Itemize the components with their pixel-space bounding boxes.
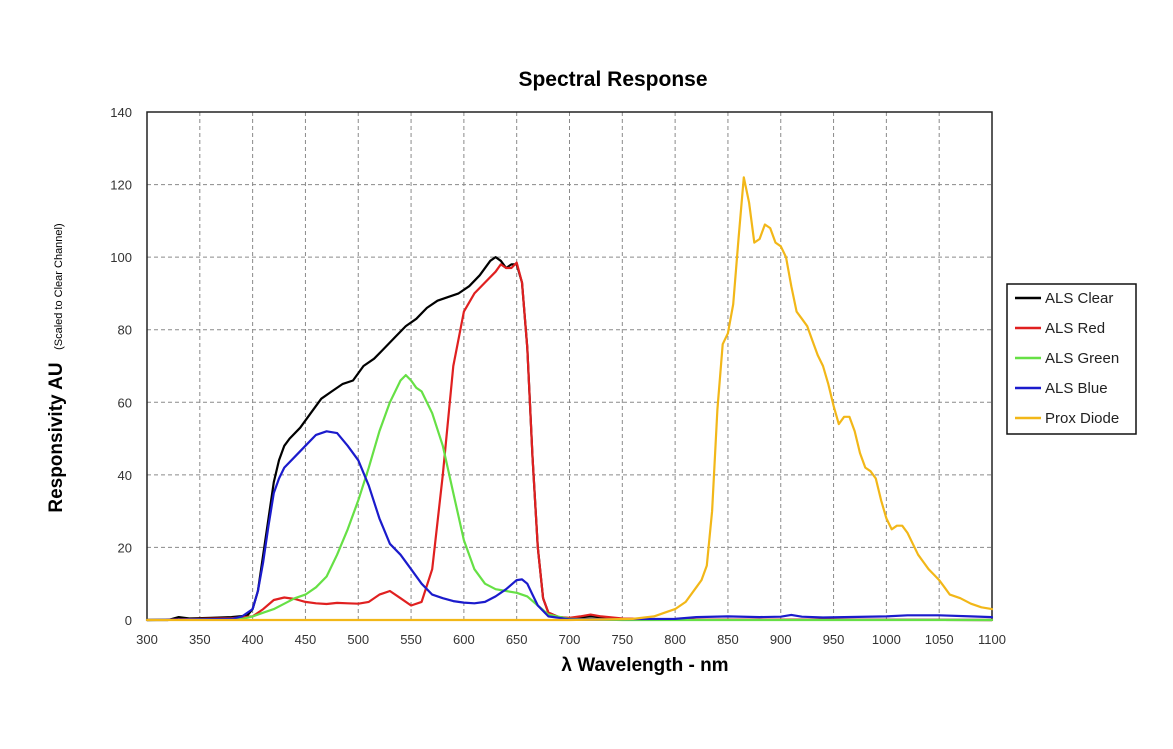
y-axis-label-group: Responsivity AU (Scaled to Clear Channel… <box>46 223 67 512</box>
y-tick-label: 140 <box>110 105 132 120</box>
x-tick-label: 950 <box>823 632 845 647</box>
y-tick-label: 80 <box>118 323 132 338</box>
legend-label-als-green: ALS Green <box>1045 350 1119 367</box>
svg-text:Responsivity AU (Scale: Responsivity AU (Scaled to Clear Channel… <box>46 223 67 512</box>
x-tick-label: 1050 <box>925 632 954 647</box>
x-tick-label: 600 <box>453 632 475 647</box>
y-tick-label: 40 <box>118 468 132 483</box>
series-line-als-blue <box>145 430 994 622</box>
y-axis-ticks: 0 20 40 60 80 100 120 140 <box>110 105 132 628</box>
x-tick-label: 300 <box>136 632 158 647</box>
legend-label-als-red: ALS Red <box>1045 320 1105 337</box>
x-tick-label: 750 <box>611 632 633 647</box>
y-tick-label: 20 <box>118 540 132 555</box>
series-line-als-green <box>145 374 994 622</box>
y-tick-label: 0 <box>125 613 132 628</box>
x-tick-label: 1100 <box>978 632 1006 647</box>
grid-layer <box>147 112 992 620</box>
x-tick-label: 350 <box>189 632 211 647</box>
x-axis-label: λ Wavelength - nm <box>561 655 728 676</box>
x-tick-label: 800 <box>664 632 686 647</box>
legend-label-prox-diode: Prox Diode <box>1045 410 1119 427</box>
legend-label-als-clear: ALS Clear <box>1045 290 1113 307</box>
y-tick-label: 100 <box>110 250 132 265</box>
x-tick-label: 700 <box>559 632 581 647</box>
series-layer <box>145 176 994 622</box>
x-axis-ticks: 300 350 400 450 500 550 600 650 700 750 800 850 900 9… <box>136 632 1006 647</box>
x-tick-label: 400 <box>242 632 264 647</box>
x-tick-label: 550 <box>400 632 422 647</box>
y-tick-label: 120 <box>110 178 132 193</box>
y-tick-label: 60 <box>118 395 132 410</box>
legend-label-als-blue: ALS Blue <box>1045 380 1108 397</box>
y-axis-label-note: (Scaled to Clear Channel) <box>53 223 65 350</box>
x-tick-label: 500 <box>347 632 369 647</box>
x-tick-label: 850 <box>717 632 739 647</box>
legend: ALS Clear ALS Red ALS Green ALS Blue Prox Di… <box>1006 283 1137 435</box>
series-line-prox-diode <box>145 176 994 622</box>
chart-title: Spectral Response <box>518 68 707 91</box>
y-axis-label: Responsivity AU <box>46 362 67 512</box>
x-tick-label: 650 <box>506 632 528 647</box>
x-tick-label: 900 <box>770 632 792 647</box>
x-tick-label: 450 <box>295 632 317 647</box>
x-tick-label: 1000 <box>872 632 901 647</box>
